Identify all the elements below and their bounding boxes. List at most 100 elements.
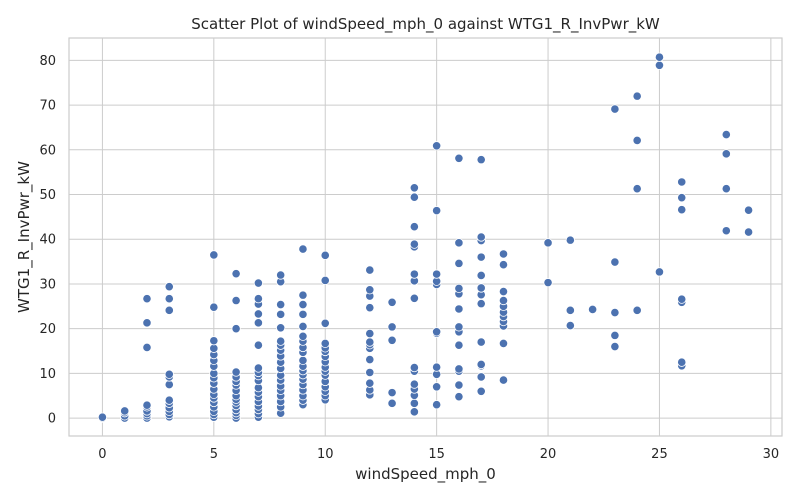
scatter-point	[454, 364, 464, 374]
y-tick-label: 40	[39, 233, 56, 248]
scatter-point	[632, 184, 642, 194]
scatter-point	[543, 278, 553, 288]
scatter-point	[409, 192, 419, 202]
scatter-point	[743, 227, 754, 237]
x-tick-label: 15	[428, 447, 445, 462]
scatter-point	[454, 392, 464, 402]
scatter-point	[298, 290, 308, 300]
y-tick-label: 0	[48, 412, 56, 427]
scatter-point	[253, 340, 263, 350]
scatter-point	[97, 412, 108, 422]
scatter-point	[610, 257, 620, 267]
x-tick-label: 10	[317, 447, 334, 462]
scatter-point	[432, 382, 442, 392]
scatter-point	[721, 184, 731, 194]
scatter-point	[632, 135, 642, 146]
y-tick-label: 60	[39, 143, 56, 158]
scatter-point	[120, 406, 130, 416]
scatter-point	[543, 238, 553, 248]
scatter-point	[365, 265, 375, 275]
scatter-point	[298, 331, 308, 341]
scatter-point	[276, 270, 286, 280]
scatter-point	[432, 206, 442, 216]
scatter-point	[432, 269, 442, 279]
tick-labels: 0 5 10 15 20 25 30 0 10 20 30 40 50 60 70 80	[39, 54, 779, 462]
scatter-point	[677, 205, 687, 215]
scatter-point	[253, 278, 263, 288]
scatter-point	[387, 322, 397, 332]
scatter-point	[142, 400, 152, 410]
scatter-point	[209, 343, 219, 353]
scatter-point	[654, 60, 665, 70]
x-tick-label: 5	[210, 447, 218, 462]
x-tick-label: 0	[98, 447, 106, 462]
scatter-point	[164, 395, 174, 405]
x-axis-label: windSpeed_mph_0	[355, 465, 496, 484]
y-tick-label: 20	[39, 322, 56, 337]
scatter-point	[454, 283, 464, 294]
scatter-point	[632, 91, 642, 101]
scatter-point	[409, 293, 419, 303]
scatter-point	[432, 400, 442, 410]
y-tick-label: 70	[39, 99, 56, 114]
scatter-point	[743, 205, 754, 215]
scatter-point	[409, 239, 419, 249]
scatter-point	[365, 367, 375, 378]
scatter-point	[231, 324, 241, 334]
scatter-point	[476, 299, 486, 309]
scatter-point	[298, 321, 308, 332]
scatter-point	[498, 375, 509, 385]
scatter-point	[298, 355, 308, 366]
scatter-point	[276, 336, 286, 346]
scatter-point	[409, 379, 419, 389]
y-tick-label: 10	[39, 367, 56, 382]
scatter-point	[632, 305, 642, 315]
scatter-point	[476, 283, 486, 293]
scatter-point	[209, 302, 219, 312]
scatter-point	[164, 282, 174, 292]
scatter-point	[476, 155, 486, 165]
scatter-point	[721, 129, 731, 140]
scatter-point	[365, 354, 375, 365]
chart-title: Scatter Plot of windSpeed_mph_0 against …	[191, 15, 660, 34]
scatter-point	[164, 369, 174, 379]
scatter-point	[476, 386, 486, 396]
scatter-point	[409, 407, 419, 417]
scatter-point	[276, 323, 286, 333]
scatter-point	[276, 299, 286, 310]
scatter-point	[365, 378, 375, 388]
scatter-point	[320, 250, 330, 260]
scatter-point	[253, 318, 263, 328]
scatter-point	[365, 303, 375, 313]
scatter-point	[565, 235, 575, 245]
scatter-point	[498, 286, 509, 297]
scatter-point	[454, 322, 464, 332]
scatter-point	[476, 232, 486, 242]
scatter-point	[164, 305, 174, 315]
scatter-point	[498, 260, 509, 270]
scatter-point	[432, 362, 442, 372]
scatter-point	[432, 327, 442, 337]
scatter-point	[409, 222, 419, 232]
scatter-point	[454, 258, 464, 268]
scatter-point	[677, 177, 687, 187]
scatter-point	[476, 252, 486, 262]
x-tick-label: 25	[651, 447, 668, 462]
scatter-point	[164, 379, 174, 390]
scatter-point	[610, 330, 620, 340]
scatter-point	[209, 250, 219, 260]
x-tick-label: 30	[763, 447, 780, 462]
scatter-point	[253, 309, 263, 319]
scatter-point	[588, 304, 598, 315]
scatter-point	[677, 294, 687, 304]
scatter-point	[610, 307, 620, 318]
scatter-point	[142, 294, 152, 304]
scatter-point	[298, 299, 308, 310]
scatter-point	[565, 305, 575, 315]
scatter-point	[476, 359, 486, 370]
scatter-point	[409, 362, 419, 373]
scatter-point	[276, 309, 286, 319]
scatter-point	[298, 244, 308, 254]
y-axis-label: WTG1_R_InvPwr_kW	[15, 161, 34, 313]
